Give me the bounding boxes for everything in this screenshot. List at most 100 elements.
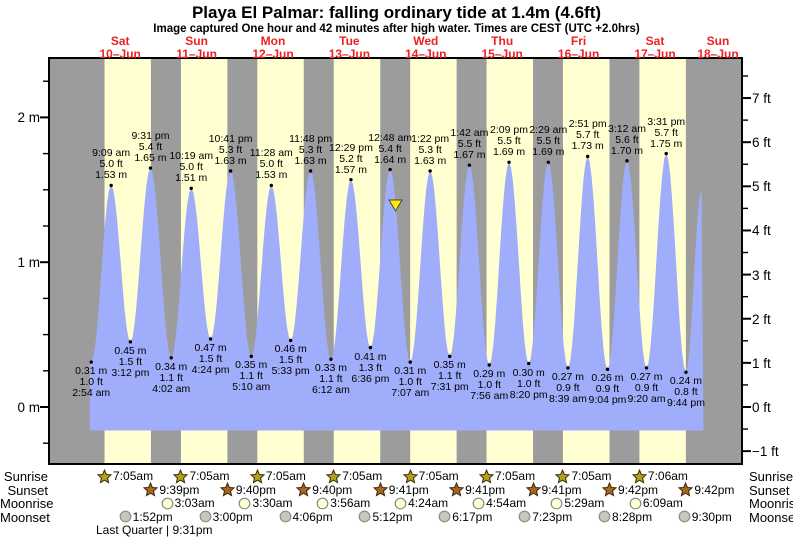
sunrise-entry: 7:05am	[249, 468, 306, 484]
moonset-time: 1:52pm	[132, 509, 173, 524]
y-axis-left-label: 1 m	[17, 255, 40, 271]
tide-extreme-dot	[644, 366, 649, 370]
sunrise-time: 7:05am	[418, 469, 459, 483]
day-header: Mon 12–Jun	[252, 34, 294, 61]
tide-extreme-dot	[408, 360, 412, 364]
sunrise-time: 7:05am	[571, 469, 612, 483]
tide-high-label: 12:29 pm 5.2 ft 1.57 m	[329, 141, 373, 176]
tide-extreme-dot	[605, 367, 610, 372]
page-title: Playa El Palmar: falling ordinary tide a…	[191, 3, 602, 22]
y-axis-right-label: −1 ft	[752, 444, 779, 460]
astro-label-right-moonrise: Moonrise	[749, 496, 793, 511]
tide-low-label: 0.41 m 1.3 ft 6:36 pm	[351, 350, 390, 385]
tide-extreme-dot	[684, 370, 688, 374]
moonrise-entry: 3:03am	[161, 495, 215, 511]
tide-extreme-dot	[625, 159, 629, 163]
tide-extreme-dot	[89, 360, 93, 364]
sunset-star-icon	[143, 482, 159, 497]
tide-high-label: 10:41 pm 5.3 ft 1.63 m	[208, 132, 253, 167]
moonset-time: 5:12pm	[372, 509, 413, 524]
sunset-entry: 9:41pm	[449, 482, 505, 498]
moonset-circle-icon	[279, 510, 291, 523]
moonset-entry: 8:28pm	[598, 509, 652, 525]
sunset-star-icon	[296, 482, 312, 497]
tide-extreme-dot	[388, 167, 392, 172]
sunrise-star-icon	[97, 468, 113, 484]
y-axis-right-label: 0 ft	[752, 400, 771, 415]
capture-subtitle: Image captured One hour and 42 minutes a…	[153, 23, 640, 35]
moonset-circle-icon	[678, 510, 691, 523]
sunset-entry: 9:42pm	[601, 482, 658, 498]
moonset-entry: 7:23pm	[518, 509, 572, 525]
moonrise-time: 5:29am	[564, 496, 605, 510]
tide-low-label: 0.45 m 1.5 ft 3:12 pm	[111, 344, 150, 379]
tide-high-label: 2:51 pm 5.7 ft 1.73 m	[568, 118, 607, 153]
tide-low-label: 0.35 m 1.1 ft 7:31 pm	[430, 359, 469, 394]
sunrise-entry: 7:05am	[173, 468, 229, 484]
moonset-time: 4:06pm	[292, 509, 333, 524]
tide-extreme-dot	[148, 166, 153, 170]
tide-low-label: 0.46 m 1.5 ft 5:33 pm	[271, 343, 310, 378]
sunrise-time: 7:05am	[189, 469, 230, 483]
moonset-circle-icon	[598, 510, 611, 523]
sunset-time: 9:41pm	[388, 482, 429, 497]
tide-low-label: 0.27 m 0.9 ft 9:20 am	[627, 370, 666, 405]
sunset-star-icon	[372, 482, 388, 497]
tide-high-label: 1:42 am 5.5 ft 1.67 m	[450, 127, 489, 162]
tide-low-label: 0.30 m 1.0 ft 8:20 pm	[509, 366, 548, 401]
tide-low-label: 0.47 m 1.5 ft 4:24 pm	[191, 341, 230, 376]
tide-low-label: 0.33 m 1.1 ft 6:12 am	[311, 362, 350, 397]
astro-label-left-moonset: Moonset	[0, 509, 50, 525]
astro-label-left-sunset: Sunset	[7, 482, 48, 498]
tide-low-label: 0.31 m 1.0 ft 7:07 am	[391, 365, 430, 400]
moonrise-entry: 4:54am	[472, 495, 526, 511]
tide-extreme-dot	[487, 363, 491, 367]
sunset-time: 9:40pm	[235, 482, 276, 497]
sunrise-entry: 7:06am	[631, 468, 688, 484]
tide-high-label: 9:09 am 5.0 ft 1.53 m	[92, 147, 131, 182]
sunrise-entry: 7:05am	[97, 468, 153, 484]
moonset-time: 9:30pm	[691, 509, 732, 524]
tide-low-label: 0.35 m 1.1 ft 5:10 am	[232, 359, 271, 394]
tide-high-label: 3:31 pm 5.7 ft 1.75 m	[647, 115, 686, 150]
tide-extreme-dot	[128, 340, 133, 344]
plot-border	[48, 57, 743, 465]
moonset-time: 7:23pm	[532, 509, 573, 524]
day-header: Tue 13–Jun	[328, 34, 371, 61]
sunset-entry: 9:40pm	[296, 482, 352, 498]
sunrise-star-icon	[326, 468, 342, 484]
sunset-star-icon	[219, 482, 235, 497]
day-header: Fri 16–Jun	[557, 34, 600, 61]
moonset-entry: 4:06pm	[279, 509, 333, 525]
tide-extreme-dot	[664, 151, 668, 156]
sunrise-star-icon	[631, 468, 647, 484]
sunrise-time: 7:05am	[342, 469, 383, 483]
tide-high-label: 11:28 am 5.0 ft 1.53 m	[249, 147, 293, 182]
tide-extreme-dot	[448, 354, 452, 359]
moonset-entry: 9:30pm	[678, 509, 732, 525]
moonset-entry: 6:17pm	[438, 509, 492, 525]
tide-extreme-dot	[189, 186, 193, 191]
moonset-entry: 3:00pm	[199, 509, 253, 525]
sunrise-star-icon	[249, 468, 265, 484]
sunset-star-icon	[525, 482, 541, 497]
sunset-entry: 9:41pm	[525, 482, 582, 498]
sunrise-entry: 7:05am	[326, 468, 382, 484]
sunset-star-icon	[601, 482, 617, 497]
tide-high-label: 2:09 pm 5.5 ft 1.69 m	[490, 124, 529, 159]
moonset-circle-icon	[199, 510, 212, 523]
astro-label-right-sunrise: Sunrise	[749, 469, 793, 484]
y-axis-left-label: 0 m	[17, 400, 40, 415]
moonrise-entry: 3:30am	[238, 495, 292, 511]
sunset-entry: 9:40pm	[219, 482, 276, 498]
sunset-entry: 9:41pm	[372, 482, 429, 498]
tide-extreme-dot	[527, 361, 531, 366]
y-axis-right-label: 6 ft	[752, 135, 771, 151]
sunrise-time: 7:05am	[113, 469, 154, 483]
tide-extreme-dot	[169, 356, 173, 360]
current-time-marker-icon	[388, 199, 403, 212]
sunset-time: 9:41pm	[465, 482, 506, 497]
tide-low-label: 0.26 m 0.9 ft 9:04 pm	[588, 372, 627, 407]
tide-extreme-dot	[249, 354, 253, 359]
sunrise-time: 7:05am	[265, 469, 306, 483]
